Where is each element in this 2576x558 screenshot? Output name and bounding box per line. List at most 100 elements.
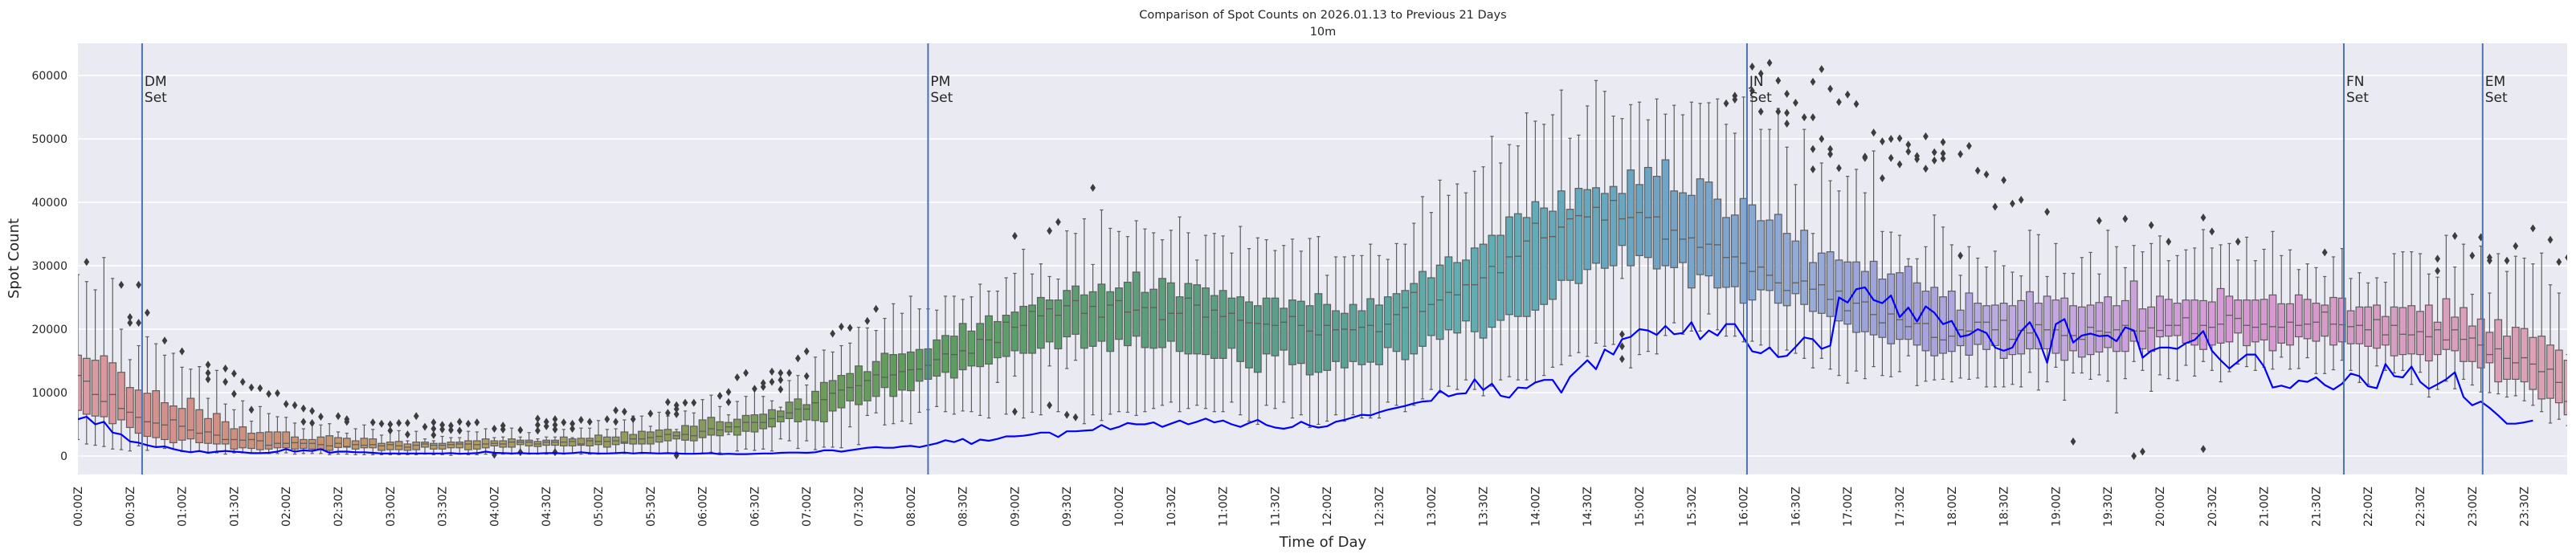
box-body xyxy=(342,438,351,448)
outlier-point xyxy=(2451,231,2458,240)
box-198 xyxy=(1791,184,1800,354)
outlier-point xyxy=(622,407,627,416)
outlier-point xyxy=(1784,108,1790,117)
box-263 xyxy=(2355,272,2364,383)
outlier-point xyxy=(543,422,549,430)
box-body xyxy=(1513,213,1522,317)
outlier-point xyxy=(2122,214,2129,223)
box-body xyxy=(2433,321,2442,356)
box-body xyxy=(152,390,161,438)
box-body xyxy=(1826,251,1835,317)
box-body xyxy=(551,439,559,446)
vertical-marker-label: JN xyxy=(1749,74,1764,90)
box-177 xyxy=(1609,115,1618,345)
box-body xyxy=(1809,262,1817,312)
outlier-point xyxy=(830,329,835,338)
box-166 xyxy=(1513,145,1522,381)
box-86 xyxy=(819,349,828,448)
box-197 xyxy=(1782,146,1791,351)
box-260 xyxy=(2329,256,2337,371)
box-body xyxy=(1878,278,1887,338)
box-219 xyxy=(1974,257,1982,379)
box-253 xyxy=(2268,230,2277,370)
box-148 xyxy=(1357,255,1366,419)
box-135 xyxy=(1245,248,1253,422)
box-body xyxy=(880,352,889,389)
box-body xyxy=(438,442,447,450)
box-body xyxy=(2494,319,2503,383)
outlier-point xyxy=(300,404,307,413)
y-axis-ticks: 0 10000 20000 30000 40000 50000 60000 xyxy=(31,70,67,463)
outlier-point xyxy=(387,420,394,429)
box-11 xyxy=(169,352,178,450)
box-251 xyxy=(2251,260,2260,371)
box-body xyxy=(2017,299,2026,355)
box-body xyxy=(1757,220,1766,291)
box-201 xyxy=(1817,162,1826,359)
box-body xyxy=(2329,296,2337,346)
x-tick-label: 18:00Z xyxy=(1946,487,1959,527)
box-body xyxy=(1704,181,1713,277)
box-154 xyxy=(1410,222,1419,406)
outlier-point xyxy=(405,418,410,427)
box-244 xyxy=(2190,247,2199,377)
box-240 xyxy=(2156,235,2164,376)
box-218 xyxy=(1965,246,1974,381)
box-body xyxy=(1401,290,1410,360)
box-body xyxy=(1080,294,1088,349)
box-190 xyxy=(1722,124,1730,337)
box-body xyxy=(1123,281,1132,347)
box-body xyxy=(802,404,811,421)
box-body xyxy=(334,437,342,448)
outlier-point xyxy=(1063,410,1070,419)
outlier-point xyxy=(1810,165,1816,173)
box-body xyxy=(1609,185,1618,267)
outlier-point xyxy=(1888,135,1894,143)
box-207 xyxy=(1869,150,1878,368)
x-tick-label: 03:00Z xyxy=(385,487,398,527)
box-body xyxy=(1999,303,2008,359)
outlier-point xyxy=(1757,69,1764,78)
box-89 xyxy=(846,342,855,428)
outlier-point xyxy=(1974,166,1981,175)
box-163 xyxy=(1488,136,1496,387)
box-body xyxy=(1010,312,1019,352)
outlier-point xyxy=(552,425,558,434)
box-206 xyxy=(1860,192,1869,380)
outlier-point xyxy=(1012,407,1018,416)
box-body xyxy=(78,354,82,411)
box-214 xyxy=(1930,214,1939,381)
box-133 xyxy=(1227,252,1236,403)
box-122 xyxy=(1132,220,1141,417)
box-140 xyxy=(1288,238,1296,419)
x-tick-label: 19:00Z xyxy=(2050,487,2063,527)
outlier-point xyxy=(309,406,315,415)
box-body xyxy=(186,397,195,440)
box-body xyxy=(1766,219,1774,291)
box-286 xyxy=(2554,292,2563,420)
box-88 xyxy=(837,344,846,449)
outlier-point xyxy=(2018,195,2024,204)
outlier-point xyxy=(760,382,766,391)
box-258 xyxy=(2312,267,2321,374)
box-146 xyxy=(1340,256,1349,422)
box-body xyxy=(2381,316,2390,346)
y-tick-label: 40000 xyxy=(31,197,67,210)
box-body xyxy=(2251,299,2260,343)
outlier-point xyxy=(1853,100,1860,108)
box-body xyxy=(455,442,464,449)
outlier-point xyxy=(2131,452,2137,460)
outlier-point xyxy=(1819,65,1825,74)
outlier-point xyxy=(248,405,255,414)
outlier-point xyxy=(1958,149,1963,158)
box-body xyxy=(464,440,472,450)
outlier-point xyxy=(136,319,141,328)
box-117 xyxy=(1088,263,1097,416)
box-101 xyxy=(949,295,958,415)
outlier-point xyxy=(778,376,784,385)
box-12 xyxy=(178,366,186,453)
box-body xyxy=(421,442,429,448)
box-body xyxy=(2546,344,2554,399)
outlier-point xyxy=(1775,108,1782,116)
